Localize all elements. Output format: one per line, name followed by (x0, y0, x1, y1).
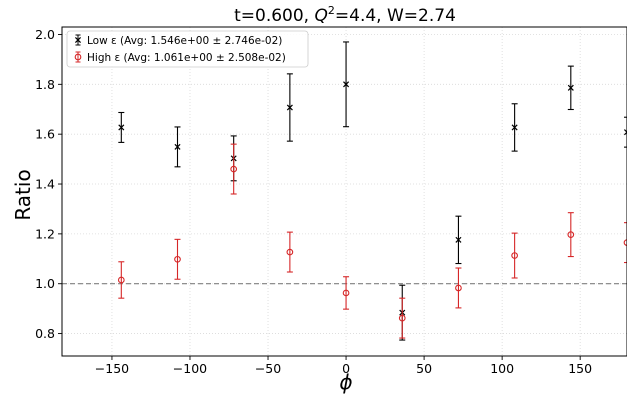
grid (62, 27, 627, 356)
legend-label: High ε (Avg: 1.061e+00 ± 2.508e-02) (87, 52, 286, 64)
ticks: −150 −100 −50 0 50 100 150 0.8 1.0 1.2 1.4 1.6 1.8 2.… (35, 27, 592, 376)
data-point (342, 289, 350, 297)
data-point (174, 255, 181, 263)
x-tick-label: 150 (568, 361, 592, 376)
x-tick-label: −150 (95, 361, 129, 376)
legend: Low ε (Avg: 1.546e+00 ± 2.746e-02) High ε… (66, 30, 309, 68)
data-point (230, 165, 238, 173)
plot-frame (61, 26, 627, 357)
y-tick-label: 2.0 (35, 27, 55, 42)
data-point (623, 239, 627, 246)
x-tick-label: −50 (255, 361, 281, 376)
data-point (623, 129, 627, 136)
x-tick-label: 100 (490, 361, 514, 376)
data-layer (117, 41, 627, 341)
y-tick-label: 1.8 (35, 77, 55, 92)
y-tick-label: 1.6 (35, 127, 55, 142)
x-tick-label: 0 (342, 361, 350, 376)
x-tick-label: 50 (416, 361, 432, 376)
data-point (567, 84, 574, 91)
legend-marker (74, 53, 82, 61)
data-point (398, 314, 406, 322)
y-tick-label: 1.4 (35, 177, 55, 192)
x-axis-label: ϕ (339, 370, 352, 394)
legend-label: Low ε (Avg: 1.546e+00 ± 2.746e-02) (87, 35, 282, 47)
series-high-epsilon (117, 143, 627, 339)
data-point (117, 276, 125, 284)
data-point (343, 81, 350, 88)
y-tick-label: 0.8 (35, 326, 55, 341)
chart-title: t=0.600, Q2=4.4, W=2.74 (234, 4, 456, 26)
y-tick-label: 1.0 (35, 276, 55, 291)
y-axis-label: Ratio (11, 169, 35, 220)
data-point (455, 284, 462, 292)
data-point (286, 248, 294, 256)
data-point (118, 124, 125, 131)
data-point (511, 124, 518, 131)
data-point (511, 252, 518, 259)
data-point (286, 104, 293, 111)
data-point (174, 143, 181, 150)
series-low-epsilon (118, 41, 627, 341)
data-point (567, 231, 575, 238)
x-tick-label: −100 (173, 361, 207, 376)
data-point (455, 236, 462, 243)
y-tick-label: 1.2 (35, 226, 55, 241)
legend-box (66, 30, 309, 68)
legend-marker (74, 36, 82, 44)
